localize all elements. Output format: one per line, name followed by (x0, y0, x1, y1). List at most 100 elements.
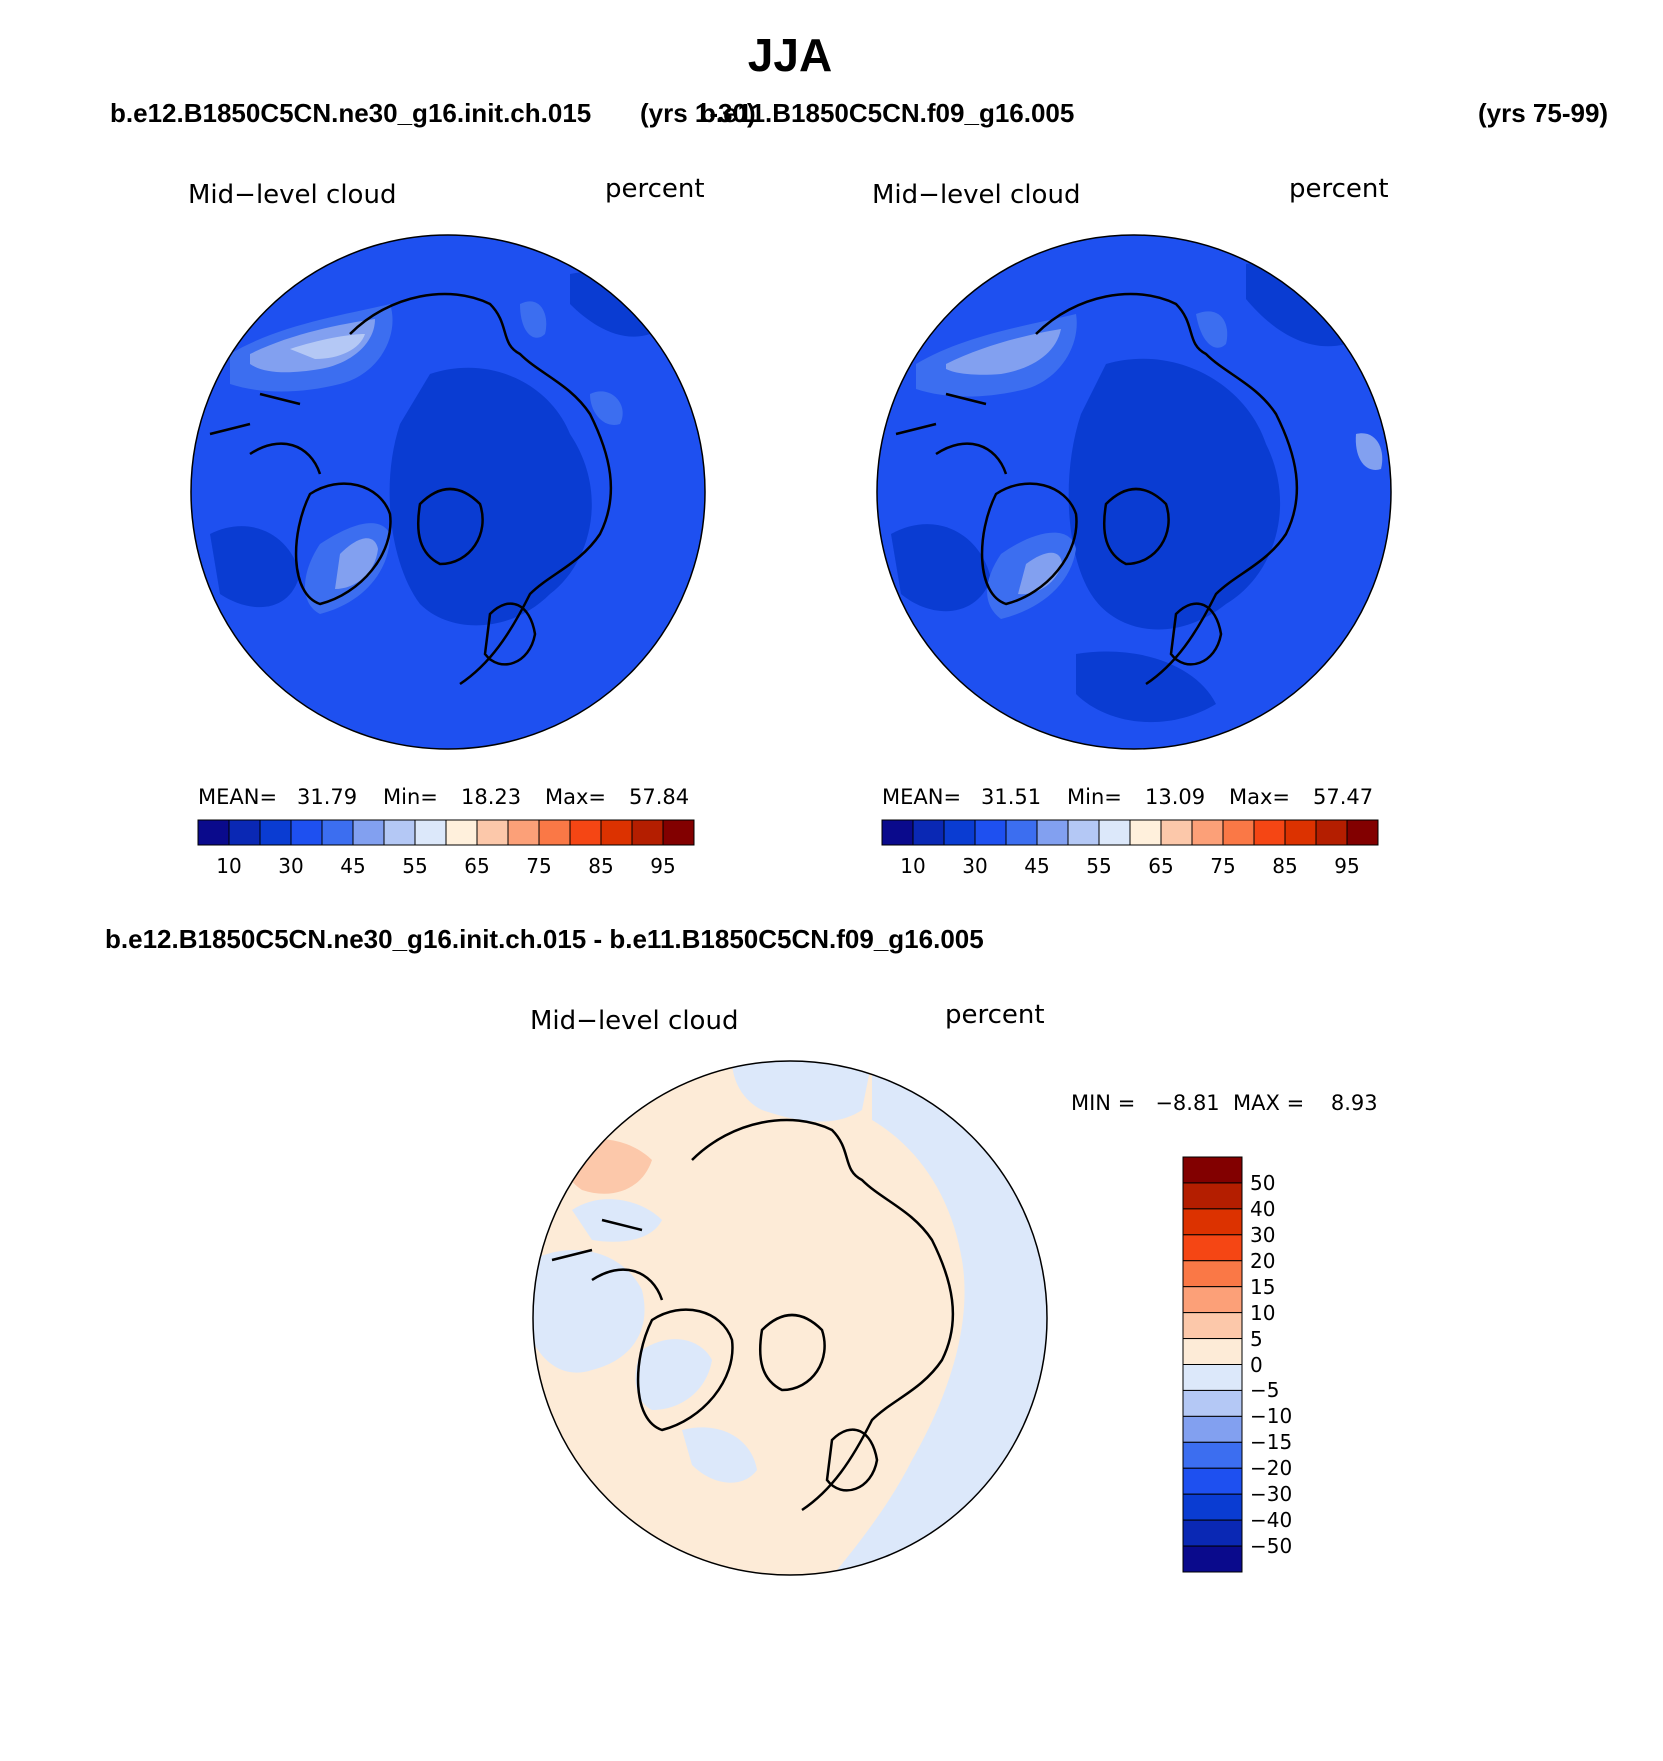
case2-years: (yrs 75-99) (1478, 98, 1609, 128)
map2-greenland-cloud-light (1018, 552, 1062, 595)
colorbar-difference-tick-label: 15 (1250, 1274, 1276, 1299)
colorbar-case2-swatch (1284, 819, 1317, 846)
colorbar-case2 (881, 819, 1379, 846)
diff-negative-region-atlantic (682, 1427, 757, 1483)
colorbar-case1-tick-label: 85 (588, 854, 614, 878)
diff-negative-region-north (732, 1061, 872, 1122)
colorbar-case1-swatch (383, 819, 416, 846)
colorbar-case1-swatch (290, 819, 323, 846)
colorbar-difference-tick-label: 50 (1250, 1170, 1276, 1195)
polar-map-case2 (876, 234, 1392, 750)
colorbar-case1-swatch (476, 819, 509, 846)
colorbar-case2-swatch (974, 819, 1007, 846)
colorbar-difference-tick-label: 30 (1250, 1222, 1276, 1247)
map2-siberia-cloud (1196, 311, 1228, 348)
colorbar-case1-swatch (352, 819, 385, 846)
colorbar-difference-swatch (1182, 1286, 1243, 1314)
colorbar-case1-tick-label: 30 (278, 854, 304, 878)
panel2-mean: 31.51 (981, 785, 1042, 809)
colorbar-case2-swatch (1346, 819, 1379, 846)
map1-cloud-band-pacific-lighter (290, 334, 365, 359)
colorbar-case2-tick-label: 65 (1148, 854, 1174, 878)
colorbar-case1-tick-label: 10 (216, 854, 242, 878)
diff-variable: Mid−level cloud (530, 1006, 739, 1036)
panel2-max: 57.47 (1313, 785, 1374, 809)
colorbar-difference-tick-label: −15 (1250, 1430, 1293, 1455)
colorbar-case2-swatch (912, 819, 945, 846)
map2-darker-region-4 (1076, 651, 1216, 723)
panel1-max-label: Max= (545, 785, 607, 809)
colorbar-case1-tick-label: 75 (526, 854, 552, 878)
colorbar-difference-tick-label: 20 (1250, 1248, 1276, 1273)
polar-map-difference (532, 1060, 1048, 1576)
panel2-min-label: Min= (1067, 785, 1122, 809)
colorbar-difference-swatch (1182, 1260, 1243, 1288)
colorbar-case1-swatch (569, 819, 602, 846)
panel1-max: 57.84 (629, 785, 690, 809)
colorbar-case1-swatch (507, 819, 540, 846)
map1-siberia-cloud (520, 301, 547, 338)
map1-greenland-cloud-light (335, 538, 378, 589)
colorbar-case1-swatch (321, 819, 354, 846)
diff-negative-region-west (533, 1250, 645, 1373)
colorbar-case2-tick-label: 45 (1024, 854, 1050, 878)
colorbar-case1-swatch (259, 819, 292, 846)
colorbar-difference-swatch (1182, 1389, 1243, 1417)
panel1-min-label: Min= (383, 785, 438, 809)
colorbar-case2-tick-label: 55 (1086, 854, 1112, 878)
colorbar-case2-tick-label: 85 (1272, 854, 1298, 878)
colorbar-difference-tick-label: −10 (1250, 1404, 1293, 1429)
diff-negative-region-canada (572, 1199, 662, 1242)
diff-units: percent (945, 1000, 1045, 1030)
polar-map-case1 (190, 234, 706, 750)
colorbar-case1-swatch (631, 819, 664, 846)
map2-coastline (895, 292, 1299, 686)
colorbar-difference-swatch (1182, 1312, 1243, 1340)
colorbar-case2-tick-label: 75 (1210, 854, 1236, 878)
colorbar-difference-swatch (1182, 1338, 1243, 1365)
colorbar-difference-swatch (1182, 1467, 1243, 1495)
colorbar-difference-swatch (1182, 1364, 1243, 1391)
panel2-mean-label: MEAN= (882, 785, 962, 809)
colorbar-difference-tick-label: −20 (1250, 1456, 1293, 1481)
map2-cloud-band-pacific-light (946, 329, 1061, 375)
diff-minmax: MIN = −8.81 MAX = 8.93 (1071, 1091, 1378, 1115)
colorbar-difference-swatch (1182, 1545, 1243, 1573)
colorbar-case2-swatch (1315, 819, 1348, 846)
colorbar-case2-swatch (1005, 819, 1038, 846)
diff-negative-region-greenland (635, 1339, 712, 1410)
colorbar-case2-swatch (1129, 819, 1162, 846)
case1-years: (yrs 1-30) (640, 98, 756, 128)
map1-coastline (209, 292, 613, 686)
colorbar-case2-tick-label: 10 (900, 854, 926, 878)
panel1-variable: Mid−level cloud (188, 180, 397, 210)
colorbar-case1-tick-label: 65 (464, 854, 490, 878)
map1-europe-cloud (590, 391, 623, 425)
colorbar-case2-swatch (1160, 819, 1193, 846)
map2-darker-region-2 (891, 524, 991, 612)
panel2-max-label: Max= (1229, 785, 1291, 809)
map1-darker-region (389, 367, 592, 626)
colorbar-difference-tick-label: 10 (1250, 1300, 1276, 1325)
colorbar-difference (1182, 1156, 1243, 1573)
colorbar-case1-swatch (197, 819, 230, 846)
colorbar-case1-tick-label: 55 (402, 854, 428, 878)
colorbar-difference-swatch (1182, 1493, 1243, 1521)
diff-title: b.e12.B1850C5CN.ne30_g16.init.ch.015 - b… (105, 924, 984, 954)
map1-darker-region-2 (210, 526, 300, 608)
colorbar-case2-tick-label: 30 (962, 854, 988, 878)
panel1-units: percent (605, 174, 705, 204)
colorbar-case1 (197, 819, 695, 846)
colorbar-difference-tick-label: −50 (1250, 1534, 1293, 1559)
panel2-units: percent (1289, 174, 1389, 204)
colorbar-difference-tick-label: −30 (1250, 1482, 1293, 1507)
colorbar-difference-swatch (1182, 1441, 1243, 1469)
panel1-mean: 31.79 (297, 785, 358, 809)
panel2-min: 13.09 (1145, 785, 1206, 809)
colorbar-case1-swatch (538, 819, 571, 846)
colorbar-case1-swatch (600, 819, 633, 846)
panel1-min: 18.23 (461, 785, 522, 809)
colorbar-difference-swatch (1182, 1182, 1243, 1210)
colorbar-case1-tick-label: 95 (650, 854, 676, 878)
colorbar-difference-tick-label: 5 (1250, 1326, 1263, 1351)
